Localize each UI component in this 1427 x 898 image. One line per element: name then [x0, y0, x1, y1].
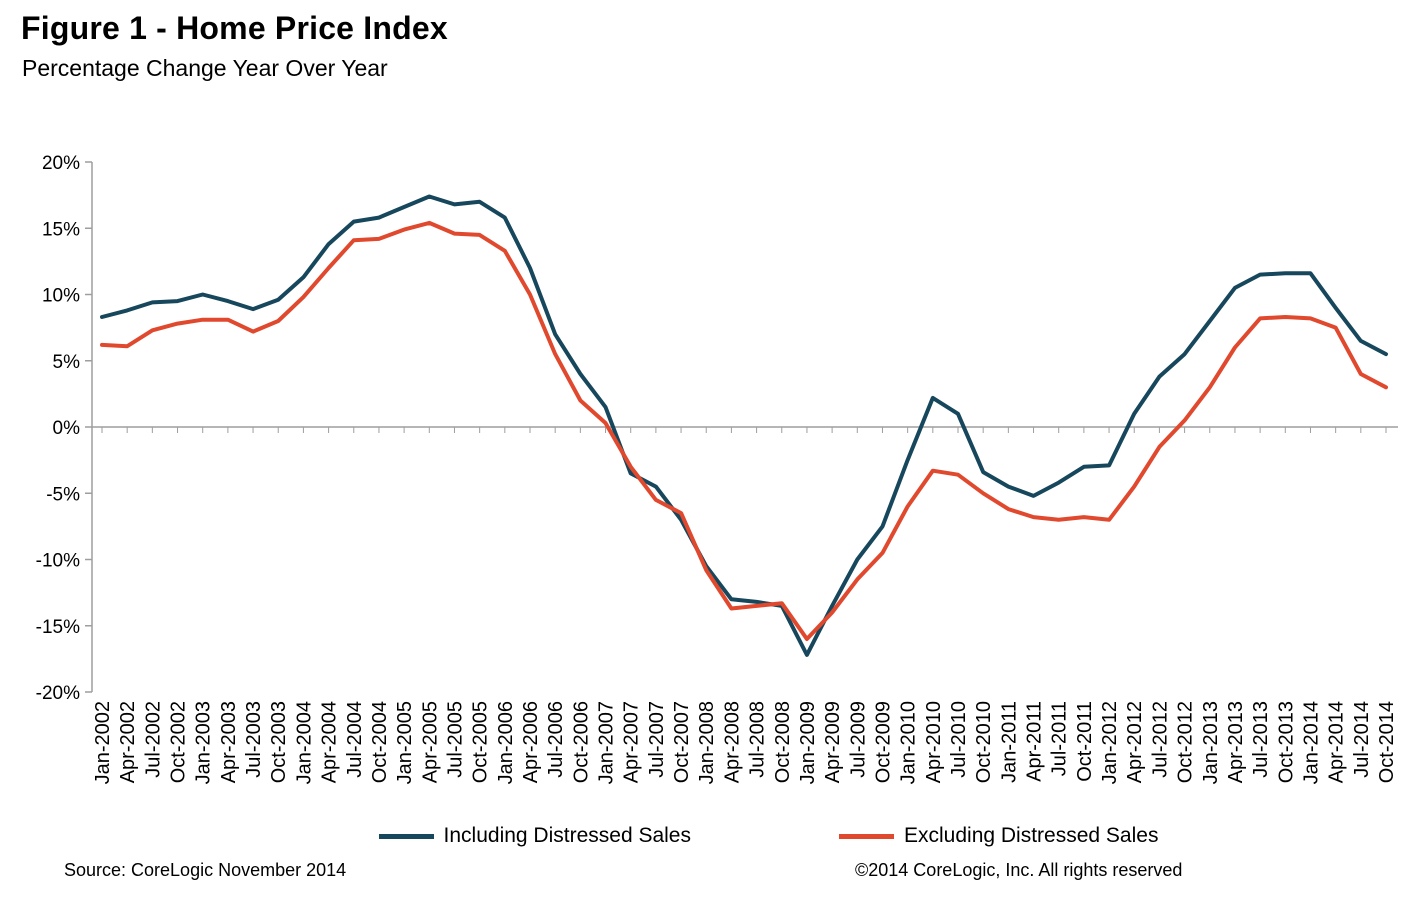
x-axis-label: Apr-2006	[520, 701, 542, 783]
x-axis-label: Jul-2008	[747, 701, 769, 778]
x-axis-label: Jul-2003	[243, 701, 265, 778]
y-axis-label: -15%	[36, 617, 80, 638]
x-axis-label: Oct-2003	[268, 701, 290, 783]
y-axis-label: 20%	[42, 153, 80, 174]
x-axis-label: Oct-2011	[1074, 701, 1096, 782]
x-axis-label: Jul-2011	[1049, 701, 1071, 776]
x-axis-label: Jan-2003	[193, 701, 215, 784]
x-axis-label: Oct-2012	[1175, 701, 1197, 783]
x-axis-label: Jul-2002	[142, 701, 164, 778]
x-axis-label: Apr-2011	[1024, 701, 1046, 782]
source-note: Source: CoreLogic November 2014	[64, 860, 347, 880]
legend-label-including: Including Distressed Sales	[443, 824, 691, 847]
x-axis-label: Jan-2014	[1300, 701, 1322, 784]
x-axis-label: Oct-2013	[1275, 701, 1297, 783]
x-axis-label: Oct-2002	[168, 701, 190, 783]
chart-subtitle: Percentage Change Year Over Year	[22, 55, 388, 81]
y-axis-label: 15%	[42, 219, 80, 240]
x-axis-label: Jan-2008	[696, 701, 718, 784]
y-axis-label: 10%	[42, 286, 80, 307]
legend-label-excluding: Excluding Distressed Sales	[904, 824, 1159, 847]
series-line-excluding-distressed	[100, 220, 1388, 641]
x-axis-label: Jul-2006	[545, 701, 567, 778]
legend-line-swatch-including	[378, 833, 434, 839]
x-axis-label: Apr-2009	[822, 701, 844, 783]
legend-item-including-distressed: Including Distressed Sales	[378, 824, 691, 848]
x-axis-label: Oct-2009	[872, 701, 894, 783]
x-axis-label: Jan-2005	[394, 701, 416, 784]
chart-legend: Including Distressed Sales Excluding Dis…	[55, 824, 1427, 848]
legend-item-excluding-distressed: Excluding Distressed Sales	[839, 824, 1158, 848]
x-axis-label: Apr-2002	[117, 701, 139, 783]
x-axis-label: Apr-2005	[419, 701, 441, 783]
x-axis-label: Apr-2008	[721, 701, 743, 783]
x-axis-label: Jul-2009	[847, 701, 869, 778]
x-axis-label: Apr-2007	[621, 701, 643, 783]
x-axis-label: Oct-2005	[470, 701, 492, 783]
x-axis-label: Jul-2012	[1149, 701, 1171, 778]
x-axis-label: Jan-2006	[495, 701, 517, 784]
x-axis-label: Oct-2014	[1376, 701, 1398, 783]
x-axis-label: Apr-2012	[1124, 701, 1146, 783]
x-axis-label: Jan-2013	[1200, 701, 1222, 784]
x-axis-label: Jul-2010	[948, 701, 970, 778]
x-axis-label: Jul-2004	[344, 701, 366, 778]
x-axis-label: Oct-2007	[671, 701, 693, 783]
x-axis-label: Jan-2011	[998, 701, 1020, 783]
x-axis-label: Jan-2002	[92, 701, 114, 784]
x-axis-label: Oct-2008	[772, 701, 794, 783]
y-axis-label: -20%	[36, 683, 80, 704]
x-axis-label: Jan-2010	[898, 701, 920, 784]
x-axis-label: Jan-2012	[1099, 701, 1121, 784]
x-axis-label: Jul-2013	[1250, 701, 1272, 778]
x-axis-label: Jan-2009	[797, 701, 819, 784]
x-axis-label: Jan-2007	[596, 701, 618, 784]
x-axis-label: Apr-2003	[218, 701, 240, 783]
copyright-note: ©2014 CoreLogic, Inc. All rights reserve…	[855, 860, 1183, 880]
x-axis-label: Oct-2010	[973, 701, 995, 783]
x-axis-label: Apr-2010	[923, 701, 945, 783]
x-axis-label: Jul-2005	[444, 701, 466, 778]
y-axis: -20% -15% -10% -5% 0% 5% 10% 15% 20%	[36, 153, 93, 704]
x-axis-label: Jan-2004	[293, 701, 315, 784]
x-axis-label: Jul-2014	[1351, 701, 1373, 778]
x-axis-label: Jul-2007	[646, 701, 668, 778]
y-axis-label: -5%	[46, 484, 80, 505]
y-axis-label: 5%	[53, 352, 81, 373]
x-axis-label: Oct-2006	[570, 701, 592, 783]
x-axis-label: Apr-2013	[1225, 701, 1247, 783]
x-axis-label: Oct-2004	[369, 701, 391, 783]
legend-line-swatch-excluding	[839, 833, 894, 839]
chart-title: Figure 1 - Home Price Index	[21, 10, 448, 46]
y-axis-label: -10%	[36, 551, 80, 572]
x-axis-label: Apr-2004	[319, 701, 341, 783]
x-axis: Jan-2002 Apr-2002 Jul-2002 Oct-2002 Jan-2003…	[92, 427, 1398, 784]
series-line-including-distressed	[100, 194, 1388, 657]
x-axis-label: Apr-2014	[1326, 701, 1348, 783]
y-axis-label: 0%	[53, 418, 81, 439]
